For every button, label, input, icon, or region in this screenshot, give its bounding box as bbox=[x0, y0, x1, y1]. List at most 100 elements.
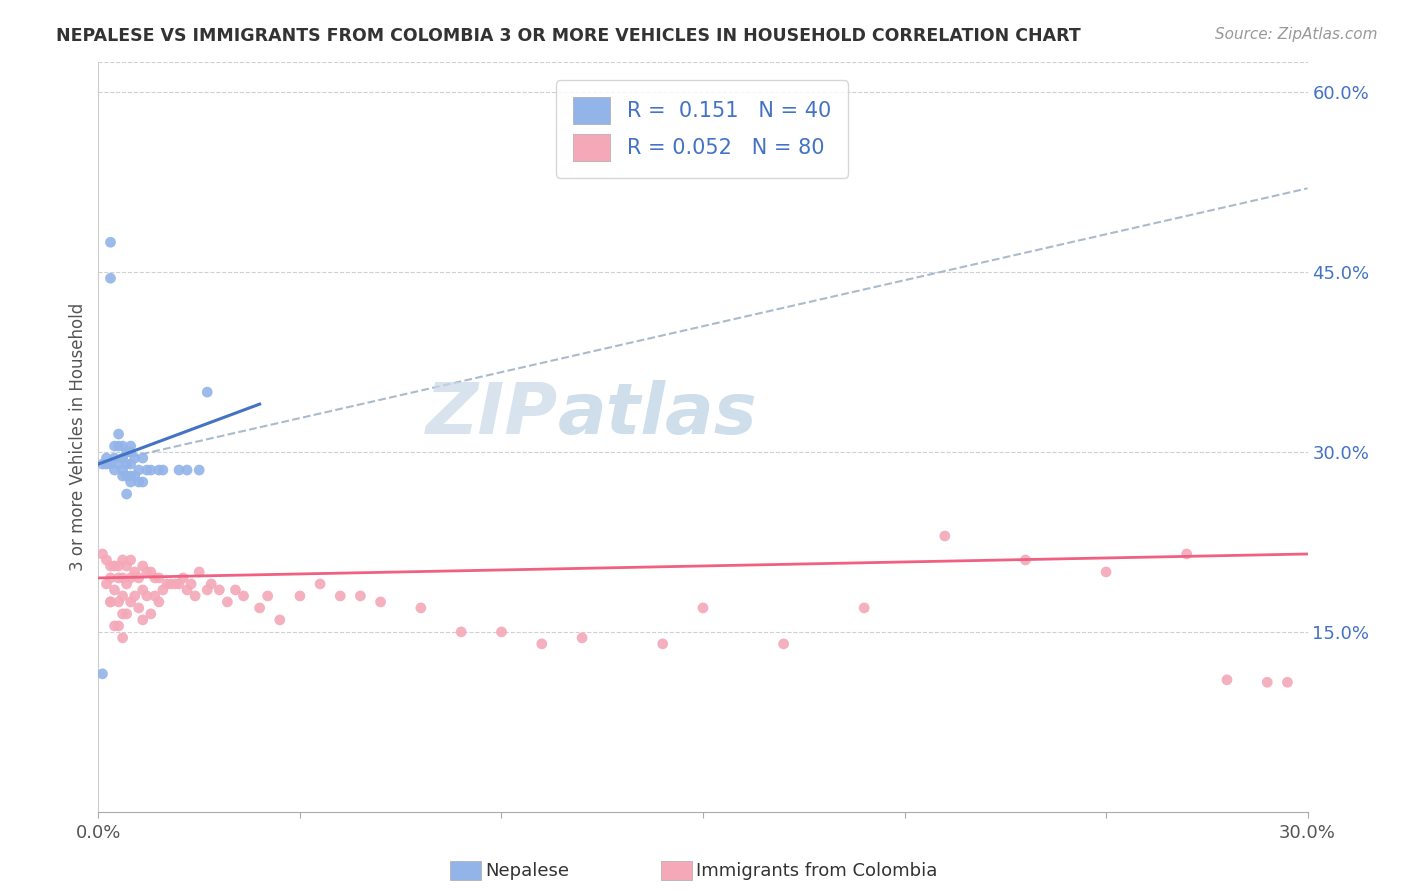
Point bbox=[256, 589, 278, 603]
Point bbox=[692, 601, 714, 615]
Point bbox=[128, 571, 150, 585]
Point bbox=[530, 637, 553, 651]
Point bbox=[96, 451, 118, 466]
Point bbox=[288, 589, 311, 603]
Point bbox=[91, 666, 114, 681]
Point bbox=[111, 469, 134, 483]
Point bbox=[167, 577, 190, 591]
Text: Source: ZipAtlas.com: Source: ZipAtlas.com bbox=[1215, 27, 1378, 42]
Point bbox=[128, 463, 150, 477]
Point bbox=[195, 385, 218, 400]
Point bbox=[107, 571, 129, 585]
Point bbox=[349, 589, 371, 603]
Point bbox=[115, 469, 138, 483]
Point bbox=[1095, 565, 1118, 579]
Point bbox=[103, 582, 125, 597]
Point bbox=[96, 577, 118, 591]
Point bbox=[120, 553, 142, 567]
Point bbox=[115, 577, 138, 591]
Point bbox=[103, 558, 125, 573]
Point bbox=[132, 582, 155, 597]
Point bbox=[100, 595, 122, 609]
Point bbox=[111, 631, 134, 645]
Point bbox=[269, 613, 291, 627]
Point bbox=[163, 577, 186, 591]
Point bbox=[91, 457, 114, 471]
Point bbox=[184, 589, 207, 603]
Point bbox=[111, 451, 134, 466]
Point bbox=[180, 577, 202, 591]
Point bbox=[167, 463, 190, 477]
Point bbox=[934, 529, 956, 543]
Point bbox=[115, 487, 138, 501]
Y-axis label: 3 or more Vehicles in Household: 3 or more Vehicles in Household bbox=[69, 303, 87, 571]
Point bbox=[176, 463, 198, 477]
Point bbox=[124, 565, 146, 579]
Point bbox=[103, 439, 125, 453]
Point bbox=[107, 595, 129, 609]
Point bbox=[111, 553, 134, 567]
Point bbox=[128, 475, 150, 489]
Point bbox=[1277, 675, 1299, 690]
Text: Immigrants from Colombia: Immigrants from Colombia bbox=[696, 862, 938, 880]
Point bbox=[651, 637, 673, 651]
Point bbox=[200, 577, 222, 591]
Point bbox=[103, 463, 125, 477]
Point bbox=[100, 457, 122, 471]
Point bbox=[208, 582, 231, 597]
Point bbox=[172, 571, 194, 585]
Point bbox=[107, 427, 129, 442]
Point bbox=[120, 469, 142, 483]
Text: ZIP: ZIP bbox=[426, 380, 558, 449]
Point bbox=[96, 553, 118, 567]
Point bbox=[148, 463, 170, 477]
Point bbox=[1256, 675, 1278, 690]
Point bbox=[100, 571, 122, 585]
Point bbox=[107, 619, 129, 633]
Point bbox=[103, 619, 125, 633]
Point bbox=[135, 565, 157, 579]
Point bbox=[111, 571, 134, 585]
Point bbox=[139, 463, 162, 477]
Point bbox=[111, 607, 134, 621]
Point bbox=[111, 439, 134, 453]
Point bbox=[115, 445, 138, 459]
Point bbox=[115, 457, 138, 471]
Text: atlas: atlas bbox=[558, 380, 758, 449]
Point bbox=[135, 463, 157, 477]
Point bbox=[160, 577, 183, 591]
Point bbox=[132, 451, 155, 466]
Point bbox=[152, 582, 174, 597]
Point bbox=[329, 589, 352, 603]
Point bbox=[124, 589, 146, 603]
Point bbox=[217, 595, 239, 609]
Point bbox=[103, 451, 125, 466]
Point bbox=[100, 235, 122, 250]
Point bbox=[132, 558, 155, 573]
Point bbox=[107, 439, 129, 453]
Text: NEPALESE VS IMMIGRANTS FROM COLOMBIA 3 OR MORE VEHICLES IN HOUSEHOLD CORRELATION: NEPALESE VS IMMIGRANTS FROM COLOMBIA 3 O… bbox=[56, 27, 1081, 45]
Point bbox=[309, 577, 332, 591]
Point bbox=[120, 439, 142, 453]
Point bbox=[143, 571, 166, 585]
Point bbox=[111, 589, 134, 603]
Legend: R =  0.151   N = 40, R = 0.052   N = 80: R = 0.151 N = 40, R = 0.052 N = 80 bbox=[557, 80, 848, 178]
Point bbox=[571, 631, 593, 645]
Point bbox=[1216, 673, 1239, 687]
Point bbox=[152, 463, 174, 477]
Point bbox=[107, 457, 129, 471]
Point bbox=[120, 457, 142, 471]
Point bbox=[491, 624, 513, 639]
Point bbox=[772, 637, 794, 651]
Point bbox=[96, 457, 118, 471]
Point bbox=[132, 475, 155, 489]
Point bbox=[148, 595, 170, 609]
Point bbox=[111, 463, 134, 477]
Point bbox=[853, 601, 876, 615]
Point bbox=[188, 565, 211, 579]
Point bbox=[156, 577, 179, 591]
Point bbox=[107, 558, 129, 573]
Point bbox=[176, 582, 198, 597]
Point bbox=[135, 589, 157, 603]
Point bbox=[128, 601, 150, 615]
